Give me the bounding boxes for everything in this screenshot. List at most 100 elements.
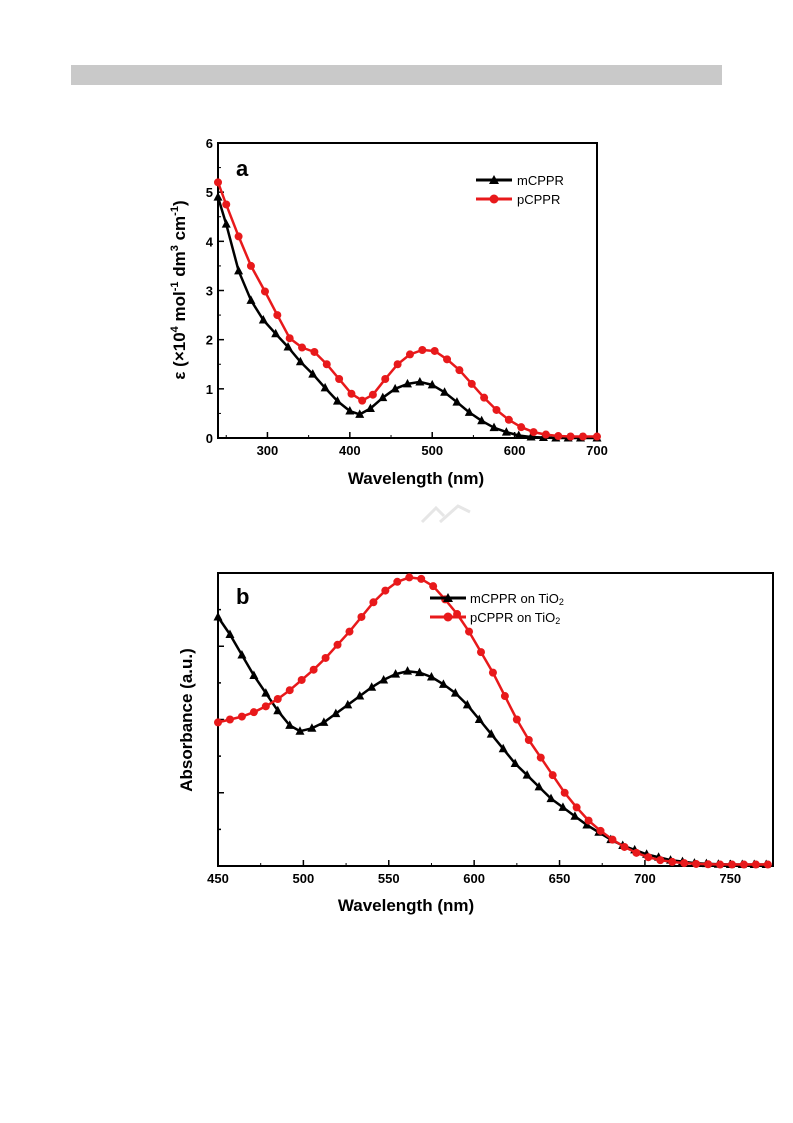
chart-b-x-tick-label: 550 [378,871,400,886]
chart-b-panel-label: b [236,584,249,609]
chart-b-point-triangle [273,705,283,715]
chart-a-point-triangle [452,397,462,406]
chart-b-x-tick-label: 750 [719,871,741,886]
chart-b-point-circle [728,860,737,869]
chart-a-ylabel-part-8: ) [170,200,189,206]
chart-b-point-triangle [403,666,413,675]
chart-a-point-circle [405,350,414,359]
chart-b-point-circle [560,788,569,797]
chart-a-point-circle [285,334,294,343]
chart-a-point-circle [578,432,587,441]
chart-b-point-circle [692,859,701,868]
chart-b-point-circle [297,675,306,684]
chart-b-point-circle [656,856,665,865]
chart-a-point-circle [381,375,390,383]
chart-a-point-circle [298,343,307,352]
chart-b-point-circle [249,708,258,717]
chart-b-point-triangle [391,669,401,678]
chart-b-point-circle [596,826,605,835]
chart-b-point-triangle [331,708,341,718]
chart-b-point-circle [417,574,426,583]
chart-a-point-circle [529,428,538,437]
chart-b-x-tick-label: 450 [207,871,229,886]
chart-b-point-triangle [307,723,317,732]
chart-b-point-triangle [570,811,580,820]
chart-b-x-tick-label: 500 [293,871,315,886]
chart-b-point-circle [512,715,521,724]
chart-a-point-triangle [378,392,388,402]
chart-b-point-circle [393,577,402,586]
chart-b-point-circle [369,598,378,607]
chart-a-point-triangle [501,427,511,436]
chart-b-point-triangle [522,770,532,779]
chart-b-point-circle [285,686,294,695]
chart-b-point-triangle [474,714,484,723]
chart-a-panel-label: a [236,156,249,181]
chart-a-x-tick-label: 700 [586,443,608,458]
chart-a-ylabel-part-5: 3 [169,245,181,251]
chart-a-point-circle [517,423,526,432]
chart-b-point-triangle [415,667,425,677]
chart-b-point-circle [763,860,772,869]
chart-b-point-circle [476,648,485,657]
chart-a-point-triangle [246,295,256,304]
chart-b-point-triangle [546,793,556,803]
chart-b-series-line-0 [216,616,767,866]
chart-a-point-circle [418,345,427,354]
chart-a-point-triangle [332,396,342,405]
chart-b-point-triangle [355,691,365,700]
chart-b-point-triangle [285,720,295,729]
chart-b-x-tick-label: 700 [634,871,656,886]
chart-a-ylabel-part-0: ε (×10 [170,332,189,379]
chart-b-ticks: 450 500 550 600 650 700 750 [207,608,741,886]
chart-a-x-tick-label: 400 [339,443,361,458]
chart-b-point-circle [680,859,689,868]
chart-a-legend-label-mcppr: mCPPR [517,173,564,188]
chart-a-y-tick-label: 0 [206,431,213,446]
chart-b-point-circle [357,612,366,621]
chart-b-point-circle [572,803,581,812]
chart-a-point-triangle [365,403,375,412]
chart-b-point-circle [704,860,713,869]
chart-b-point-circle [620,842,629,851]
chart-a-legend-marker-mcppr [489,175,499,184]
chart-b-point-triangle [213,611,223,621]
chart-b-point-circle [321,653,330,662]
chart-b-point-triangle [426,672,436,681]
chart-a-point-circle [368,390,377,399]
chart-b-legend-label-pcppr-sub: 2 [555,616,560,626]
chart-b-point-triangle [510,758,520,767]
chart-b-point-triangle [237,650,247,659]
chart-a-ylabel-part-3: -1 [169,281,181,291]
chart-b-point-circle [405,573,414,582]
chart-a-point-triangle [477,415,487,425]
chart-b-point-triangle [582,819,592,829]
chart-a-x-tick-label: 500 [421,443,443,458]
chart-a-point-circle [310,347,319,356]
chart-b-point-circle [488,668,497,677]
chart-b-x-axis-title: Wavelength (nm) [338,896,474,915]
chart-b-point-triangle [558,802,568,811]
chart-b-series [213,573,772,869]
chart-b-point-circle [584,816,593,825]
chart-b-point-triangle [462,699,472,709]
chart-a-ylabel-part-2: mol [170,291,189,326]
chart-a: a 300 400 500 600 700 0 1 2 3 4 5 6 Wavelength (nm)… [169,136,608,488]
chart-a-point-triangle [390,383,400,393]
chart-a-point-triangle [283,342,293,351]
chart-a-series-line-1 [216,181,597,438]
chart-a-point-triangle [464,407,474,416]
chart-a-point-circle [430,346,439,355]
chart-a-point-circle [554,432,563,441]
chart-a-point-triangle [345,405,355,415]
chart-a-point-triangle [427,379,437,389]
chart-a-x-tick-label: 300 [257,443,279,458]
chart-a-point-circle [566,432,575,441]
chart-b-point-circle [608,835,617,844]
chart-a-point-triangle [440,387,450,396]
chart-a-point-triangle [308,369,318,378]
chart-a-ylabel-part-1: 4 [169,325,181,332]
chart-a-ylabel-part-4: dm [170,251,189,281]
chart-b-point-triangle [450,688,460,697]
chart-b-point-circle [333,640,342,649]
